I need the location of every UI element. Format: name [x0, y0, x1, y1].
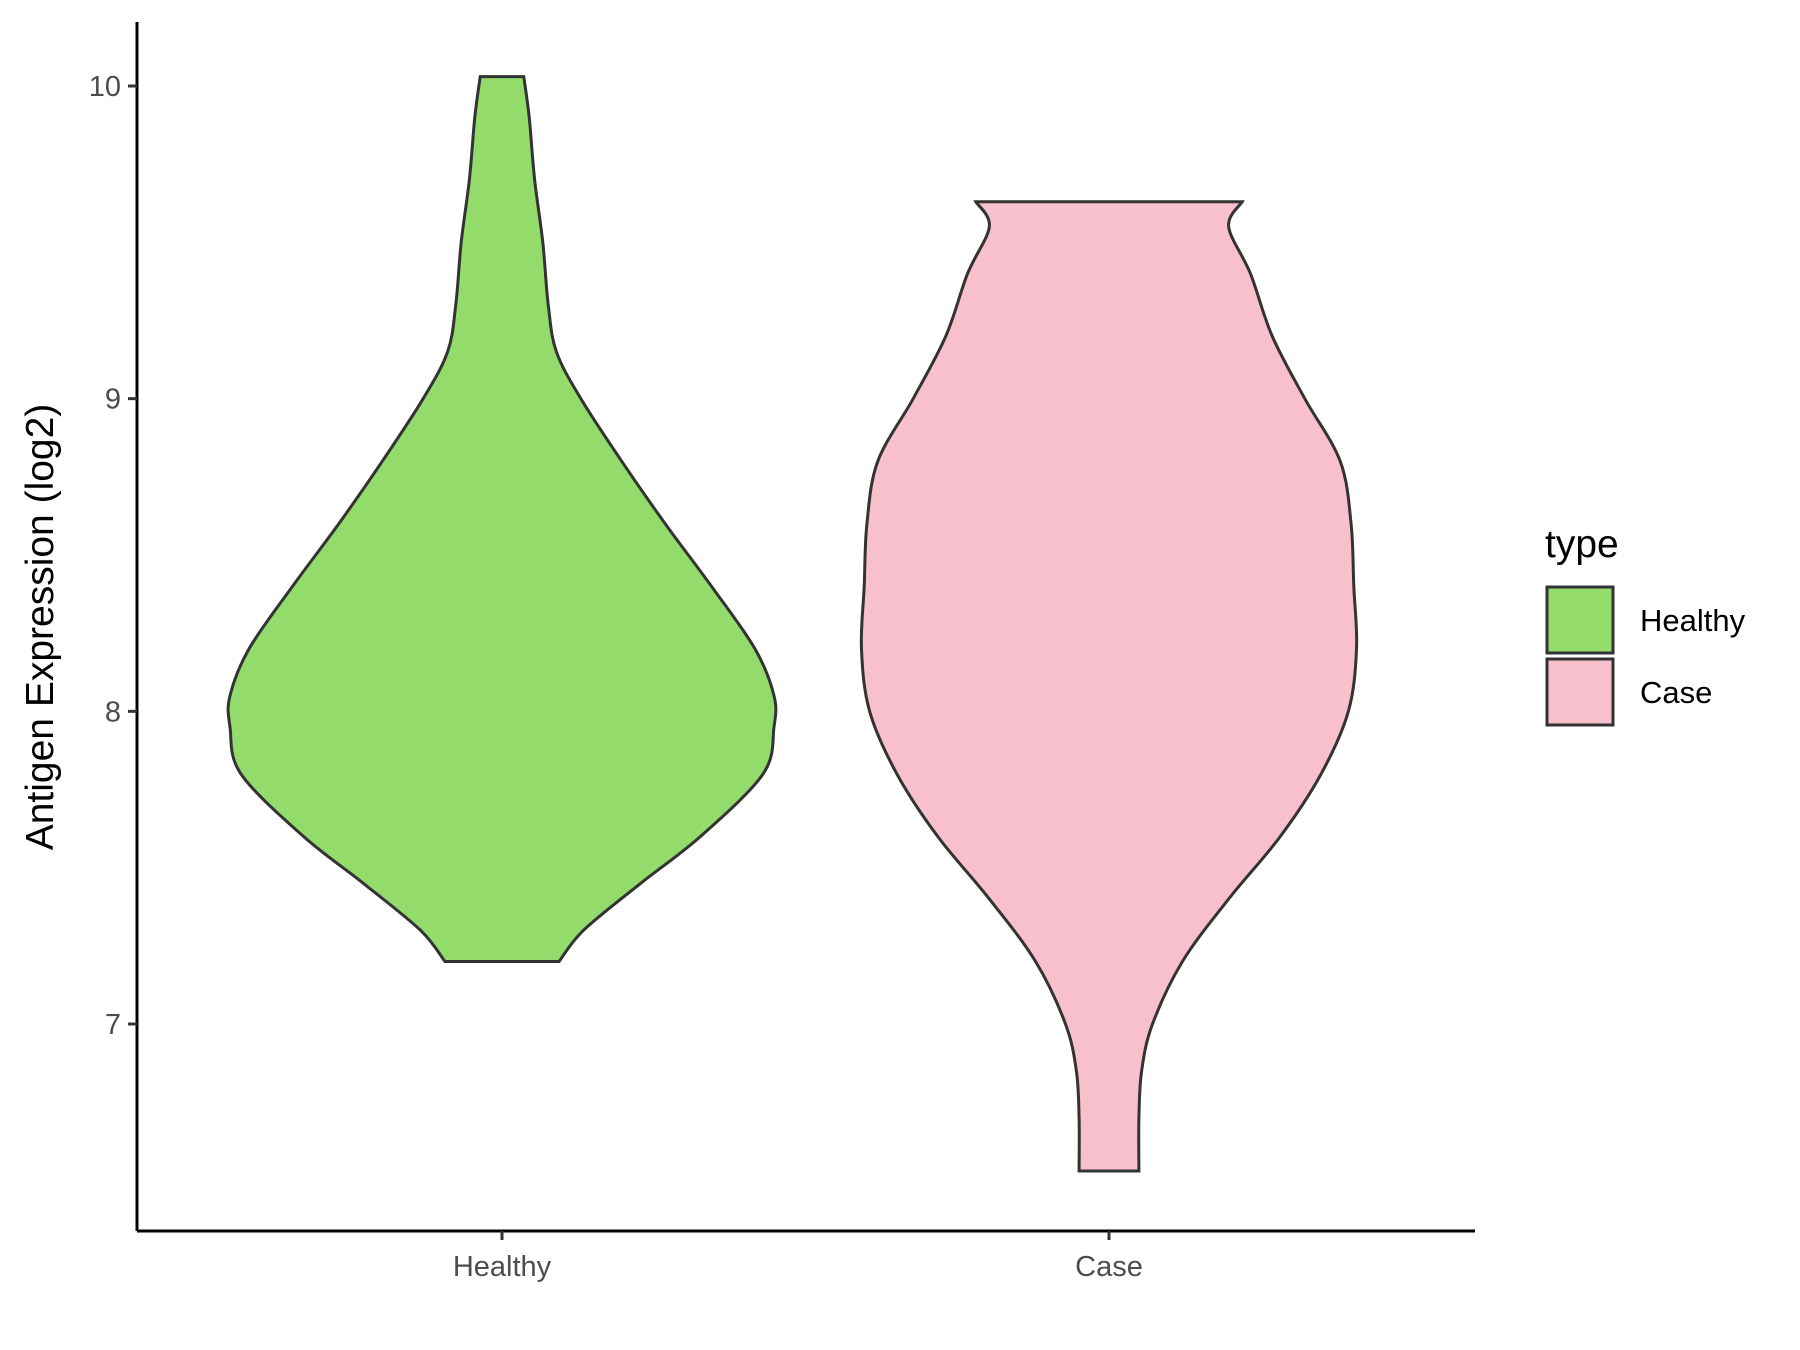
violin-healthy: [226, 75, 778, 963]
x-ticks: Healthy Case: [453, 1231, 1143, 1283]
y-axis-title: Antigen Expression (log2): [19, 404, 62, 851]
x-tick-label: Case: [1075, 1251, 1143, 1283]
legend-key-case: [1545, 657, 1615, 727]
y-tick-label: 10: [89, 71, 121, 103]
legend-key-healthy: [1545, 585, 1615, 655]
legend: type Healthy Case: [1545, 523, 1746, 727]
y-ticks: 7 8 9 10: [89, 71, 137, 1041]
y-tick-label: 7: [105, 1009, 121, 1041]
legend-entries: Healthy Case: [1545, 585, 1746, 727]
violin-layer: [226, 75, 1359, 1173]
legend-label: Case: [1640, 675, 1712, 710]
x-tick-label: Healthy: [453, 1251, 552, 1283]
legend-title: type: [1545, 523, 1619, 566]
violin-case: [859, 200, 1359, 1173]
axes: [135, 22, 1475, 1233]
legend-label: Healthy: [1640, 603, 1746, 638]
y-tick-label: 8: [105, 696, 121, 728]
y-tick-label: 9: [105, 384, 121, 416]
